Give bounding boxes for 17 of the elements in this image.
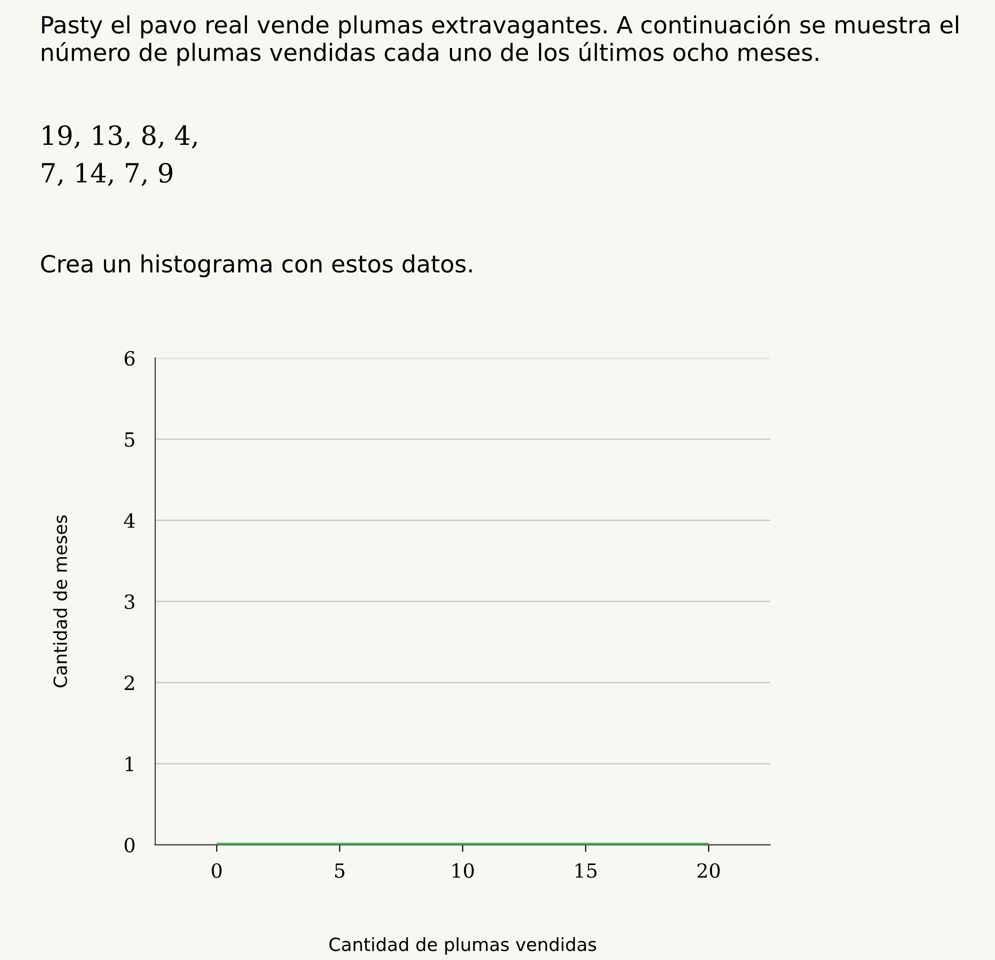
y-tick-label: 4 [124,513,135,528]
x-tick-label: 10 [452,863,474,878]
y-tick-label: 5 [125,432,134,447]
y-tick-label: 3 [124,594,134,610]
text: 19, 13, 8, 4, 7, 14, 7, 9 [42,125,197,186]
y-tick-label: 0 [124,838,134,852]
x-tick-label: 5 [335,863,344,878]
x-axis-title: Cantidad de plumas vendidas [329,937,596,955]
x-tick-label: 20 [698,863,720,878]
y-tick-label: 2 [124,676,134,690]
text: Crea un histograma con estos datos. [41,254,472,278]
y-tick-label: 6 [124,351,135,366]
x-tick-label: 0 [212,863,222,878]
x-tick-label: 15 [576,863,597,878]
y-axis-title: Cantidad de meses [53,515,68,688]
chart-title: Pasty el pavo real vende plumas extravagantes. A continuación se muestra el número de plumas vendidas cada uno de los últimos ocho meses. [42,14,958,66]
y-tick-label: 1 [126,756,134,772]
